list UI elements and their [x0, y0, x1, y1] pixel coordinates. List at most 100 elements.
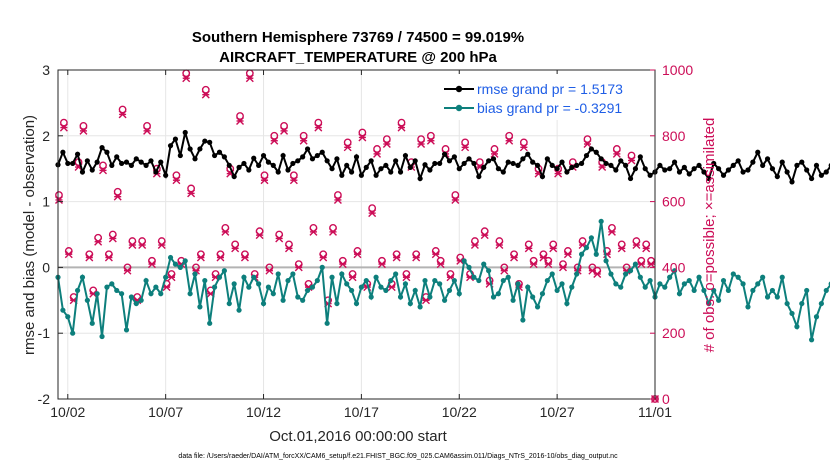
- bias-point: [774, 294, 780, 300]
- rmse-point: [104, 149, 110, 155]
- bias-point: [314, 277, 320, 284]
- bias-point: [486, 268, 492, 274]
- bias-point: [671, 268, 678, 274]
- bias-point: [784, 300, 790, 307]
- y-tick-label-right: 1000: [662, 62, 693, 78]
- obs-assimilated-marker: [632, 241, 641, 250]
- obs-possible-marker: [529, 256, 538, 265]
- rmse-point: [153, 169, 159, 175]
- obs-assimilated-marker: [245, 74, 254, 83]
- obs-assimilated-marker: [172, 176, 181, 185]
- rmse-point: [79, 169, 86, 175]
- rmse-point: [671, 159, 678, 165]
- rmse-point: [686, 171, 692, 177]
- rmse-point: [813, 162, 820, 169]
- rmse-point: [520, 156, 526, 162]
- obs-possible-marker: [201, 85, 210, 94]
- bias-point: [481, 261, 487, 267]
- obs-possible-marker: [236, 112, 244, 120]
- footer-data-file: data file: /Users/raeder/DAI/ATM_forcXX/…: [178, 453, 618, 460]
- bias-point: [99, 333, 105, 340]
- bias-point: [740, 281, 746, 287]
- bias-point: [696, 274, 702, 280]
- obs-assimilated-marker: [284, 244, 293, 253]
- y-tick-label-right: 600: [662, 194, 686, 210]
- obs-assimilated-marker: [470, 241, 479, 250]
- obs-possible-marker: [314, 118, 323, 127]
- bias-point: [393, 271, 399, 277]
- rmse-point: [804, 167, 810, 173]
- obs-assimilated-marker: [510, 253, 519, 262]
- bias-point: [265, 284, 272, 290]
- obs-assimilated-marker: [108, 234, 117, 243]
- bias-point: [70, 330, 76, 336]
- rmse-point: [627, 175, 634, 182]
- bias-point: [412, 287, 418, 294]
- bias-point: [618, 284, 624, 290]
- obs-assimilated-marker: [216, 253, 225, 262]
- bias-point: [574, 271, 580, 277]
- rmse-point: [446, 158, 453, 164]
- rmse-point: [544, 156, 550, 162]
- rmse-point: [128, 162, 135, 169]
- bias-point: [823, 287, 829, 294]
- rmse-point: [246, 167, 252, 173]
- rmse-point: [143, 162, 149, 169]
- x-tick-label: 10/07: [148, 404, 183, 420]
- bias-point: [647, 277, 653, 284]
- rmse-point: [696, 162, 702, 169]
- obs-assimilated-marker: [544, 260, 553, 269]
- obs-assimilated-marker: [314, 123, 323, 132]
- obs-assimilated-marker: [593, 269, 602, 278]
- y-tick-label-right: 800: [662, 128, 686, 144]
- bias-point: [466, 264, 472, 270]
- bias-point: [769, 287, 776, 294]
- rmse-point: [432, 160, 438, 167]
- obs-assimilated-marker: [461, 143, 470, 152]
- obs-assimilated-marker: [539, 253, 548, 262]
- rmse-point: [486, 158, 492, 164]
- bias-point: [476, 277, 482, 284]
- rmse-point: [182, 129, 188, 136]
- rmse-point: [691, 166, 697, 172]
- legend-bias-label: bias grand pr = -0.3291: [477, 100, 622, 116]
- x-tick-label: 10/12: [246, 404, 281, 420]
- obs-assimilated-marker: [392, 253, 401, 262]
- bias-point: [451, 277, 457, 284]
- rmse-point: [123, 159, 130, 165]
- obs-assimilated-marker: [187, 189, 196, 198]
- bias-point: [295, 294, 301, 300]
- rmse-point: [74, 151, 81, 157]
- obs-assimilated-marker: [236, 117, 245, 125]
- bias-point: [471, 274, 477, 280]
- obs-assimilated-marker: [637, 260, 646, 269]
- bias-point: [446, 287, 453, 294]
- bias-point: [153, 284, 159, 290]
- bias-point: [123, 327, 130, 333]
- bias-point: [593, 251, 599, 257]
- rmse-point: [471, 160, 477, 167]
- obs-possible-marker: [368, 204, 377, 213]
- bias-point: [407, 300, 413, 307]
- obs-assimilated-marker: [500, 266, 509, 275]
- rmse-point: [339, 172, 345, 178]
- rmse-point: [569, 164, 575, 170]
- obs-assimilated-marker: [451, 195, 460, 204]
- obs-assimilated-marker: [94, 237, 103, 246]
- rmse-point: [774, 173, 780, 180]
- bias-point: [260, 300, 267, 307]
- obs-assimilated-marker: [221, 227, 230, 236]
- rmse-point: [148, 158, 154, 164]
- rmse-point: [265, 159, 272, 165]
- rmse-series-line: [57, 132, 830, 185]
- rmse-point: [388, 169, 394, 175]
- obs-possible-marker: [627, 151, 636, 160]
- bias-point: [725, 287, 732, 294]
- rmse-point: [466, 156, 472, 162]
- rmse-point: [349, 169, 355, 175]
- chart-title: Southern Hemisphere 73769 / 74500 = 99.0…: [192, 29, 524, 46]
- obs-possible-marker: [373, 145, 381, 153]
- obs-possible-marker: [113, 187, 122, 196]
- x-tick-label: 11/01: [638, 404, 672, 420]
- bias-point: [236, 307, 242, 313]
